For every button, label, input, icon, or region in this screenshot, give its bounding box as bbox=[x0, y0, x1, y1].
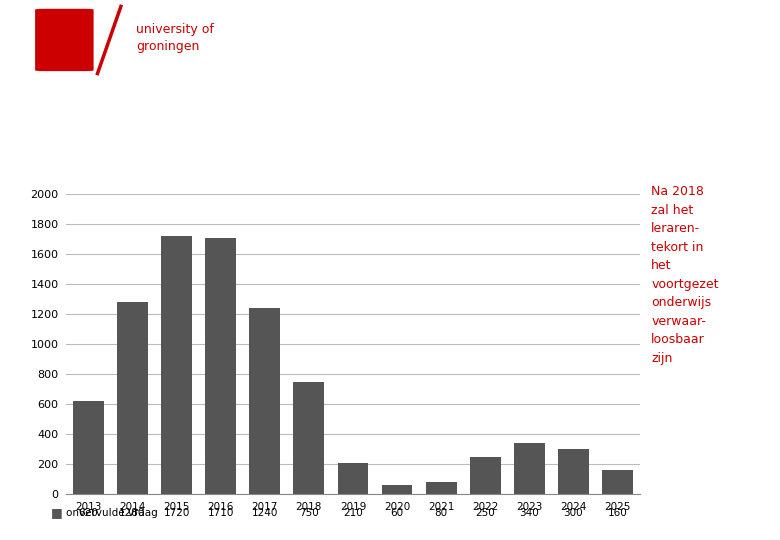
Text: 620: 620 bbox=[79, 508, 98, 518]
Text: 250: 250 bbox=[475, 508, 495, 518]
Text: 1720: 1720 bbox=[163, 508, 190, 518]
FancyBboxPatch shape bbox=[35, 9, 94, 71]
Text: 60: 60 bbox=[391, 508, 403, 518]
Text: 210: 210 bbox=[343, 508, 363, 518]
Bar bbox=[250, 308, 280, 494]
Text: 1280: 1280 bbox=[119, 508, 146, 518]
Text: 750: 750 bbox=[299, 508, 319, 518]
Bar bbox=[470, 457, 501, 494]
Text: 1710: 1710 bbox=[207, 508, 234, 518]
Text: 1240: 1240 bbox=[252, 508, 278, 518]
Bar bbox=[73, 401, 104, 494]
Text: Na 2018
zal het
leraren-
tekort in
het
voortgezet
onderwijs
verwaar-
loosbaar
zi: Na 2018 zal het leraren- tekort in het v… bbox=[651, 185, 719, 364]
Text: onvervulde vraag: onvervulde vraag bbox=[66, 508, 158, 518]
Text: 80: 80 bbox=[434, 508, 448, 518]
Bar bbox=[514, 443, 544, 494]
Bar bbox=[293, 382, 324, 494]
Text: 300: 300 bbox=[564, 508, 583, 518]
Text: 160: 160 bbox=[608, 508, 627, 518]
Bar bbox=[117, 302, 148, 494]
Bar bbox=[426, 482, 456, 494]
Bar bbox=[602, 470, 633, 494]
Bar bbox=[558, 449, 589, 494]
Text: ■: ■ bbox=[51, 507, 62, 519]
Bar bbox=[338, 463, 368, 494]
Bar bbox=[205, 238, 236, 494]
Bar bbox=[161, 237, 192, 494]
Text: 340: 340 bbox=[519, 508, 539, 518]
Bar bbox=[381, 485, 413, 494]
Text: university of
groningen: university of groningen bbox=[136, 23, 215, 53]
Text: ‘Optimistische’ schatting van de onvervulde vraag naar
leraren in het voortgezet: ‘Optimistische’ schatting van de onvervu… bbox=[12, 94, 558, 161]
